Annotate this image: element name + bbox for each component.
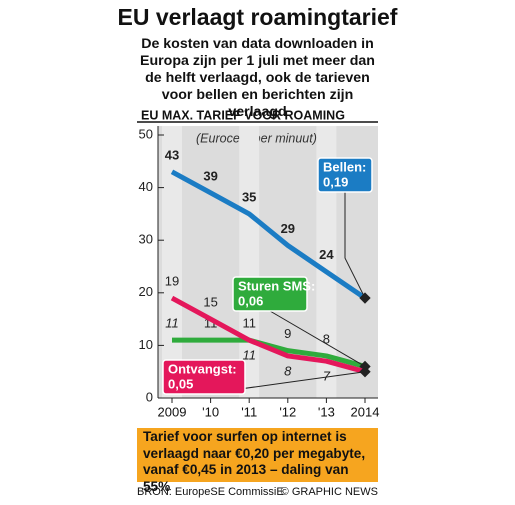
x-tick-label: '13 xyxy=(318,404,335,419)
data-label: 35 xyxy=(242,189,256,204)
y-tick-label: 40 xyxy=(139,179,153,194)
data-label: 19 xyxy=(165,273,179,288)
data-label: 11 xyxy=(242,316,256,331)
subtitle: De kosten van data downloaden in Europa … xyxy=(140,36,375,120)
note: Tarief voor surfen op internet is verlaa… xyxy=(137,428,378,494)
series-line xyxy=(170,295,366,375)
legend-label: Ontvangst: xyxy=(168,361,237,376)
legend-box xyxy=(317,157,373,193)
legend-box xyxy=(232,276,308,312)
series-line xyxy=(170,169,367,301)
x-tick-label: '11 xyxy=(241,404,257,419)
data-label: 11 xyxy=(242,348,256,363)
y-tick-label: 30 xyxy=(139,232,153,247)
data-label: 43 xyxy=(165,147,179,162)
connector xyxy=(269,310,366,367)
data-label: 7 xyxy=(323,369,331,384)
data-label: 11 xyxy=(165,316,179,331)
y-tick-label: 50 xyxy=(139,126,153,141)
data-label: 24 xyxy=(319,247,334,262)
x-tick-label: '10 xyxy=(202,404,219,419)
data-label: 29 xyxy=(281,221,295,236)
credit: © GRAPHIC NEWS xyxy=(280,486,378,498)
column-stripe xyxy=(239,126,260,398)
y-tick-label: 10 xyxy=(139,337,153,352)
column-stripe xyxy=(162,126,182,398)
y-tick-label: 0 xyxy=(146,389,153,404)
data-label: 0,06 xyxy=(238,293,263,308)
data-label: 0,05 xyxy=(168,376,193,391)
legend-box xyxy=(162,359,246,395)
column-stripe xyxy=(316,126,337,398)
data-label: 39 xyxy=(203,168,217,183)
data-label: 8 xyxy=(284,363,292,378)
title: EU verlaagt roamingtarief xyxy=(117,4,398,30)
data-label: 8 xyxy=(323,331,330,346)
marker xyxy=(359,366,371,378)
legend-label: Bellen: xyxy=(323,159,366,174)
x-tick-label: '12 xyxy=(279,404,296,419)
y-tick-label: 20 xyxy=(139,284,153,299)
chart-title: EU MAX. TARIEF VOOR ROAMING xyxy=(141,108,345,122)
connector xyxy=(344,192,366,299)
x-tick-label: 2014 xyxy=(351,404,380,419)
data-label: 0,19 xyxy=(323,174,348,189)
x-tick-label: 2009 xyxy=(158,404,187,419)
data-label: 9 xyxy=(284,326,291,341)
data-label: 15 xyxy=(203,295,217,310)
marker xyxy=(359,292,371,304)
source: BRON: EuropeSE CommissiE xyxy=(137,486,284,498)
legend-label: Sturen SMS: xyxy=(238,278,315,293)
